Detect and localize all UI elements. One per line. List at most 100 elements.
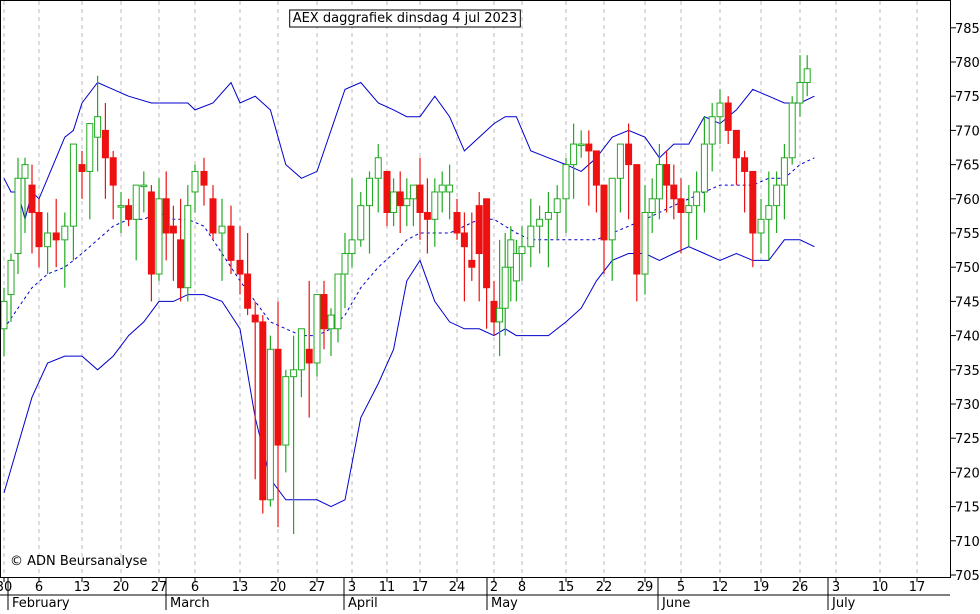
candle-body [496,307,504,323]
x-day-label: 20 [270,580,287,595]
candle-body [78,164,86,172]
x-day-label: 10 [872,580,889,595]
candle-body [716,102,724,118]
candle-body [282,376,290,446]
candle-body [236,259,244,275]
candle-body [475,205,483,255]
candle-body [423,211,431,220]
candle-body [147,191,155,275]
band-middle-band [3,157,815,337]
x-month-label: April [348,596,378,610]
y-tick-label: 705 [955,569,980,584]
x-day-label: 5 [677,580,685,595]
candle-body [685,205,693,213]
candle-body [86,123,94,172]
candle-body [765,205,773,220]
candle-body [290,369,298,378]
candle-body [453,211,461,234]
candle-body [732,129,740,159]
labels: 30 6 13 20 27 6 13 20 27 3 11 17 24 2 8 15 22 29 5 12 19 26 3 1… [0,9,980,611]
x-month-label: February [12,596,70,610]
x-day-label: 29 [637,580,654,595]
candle-body [518,246,526,255]
candle-body [633,164,641,275]
y-tick-label: 755 [955,227,980,242]
candle-body [251,314,259,323]
candles [0,55,811,534]
candle-body [749,170,757,234]
candle-body [507,239,515,268]
candle-body [366,177,373,207]
x-day-label: 17 [909,580,926,595]
candle-body [218,225,226,234]
x-month-label: July [831,596,856,610]
candle-body [616,143,624,179]
x-day-label: 30 [0,580,12,595]
y-tick-label: 735 [955,364,980,379]
bollinger-bands [3,81,815,508]
y-tick-label: 725 [955,432,980,447]
candle-body [608,177,616,241]
candle-body [600,184,608,241]
axes [0,0,956,610]
y-tick-label: 720 [955,466,980,481]
x-day-label: 8 [518,580,526,595]
candle-body [266,348,274,501]
x-day-label: 13 [74,580,91,595]
candle-body [184,205,192,289]
copyright-text: © ADN Beursanalyse [10,554,147,569]
x-day-label: 17 [412,580,429,595]
candle-body [431,191,439,220]
candle-body [438,184,446,193]
candle-body [544,211,552,220]
y-tick-label: 745 [955,295,980,310]
candle-body [191,170,199,193]
candle-body [132,184,140,220]
candle-body [693,191,701,207]
candle-body [527,225,535,248]
candle-body [670,184,678,200]
candle-body [52,232,60,241]
candle-body [468,259,476,268]
x-day-label: 12 [712,580,729,595]
candle-body [259,321,267,501]
candle-body [177,239,185,289]
y-tick-label: 765 [955,159,980,174]
candle-body [200,170,208,186]
candle-body [625,143,633,166]
candle-body [35,211,43,248]
x-day-label: 3 [348,580,356,595]
candle-body [641,211,649,275]
candle-body [460,232,468,248]
candle-body [162,198,170,234]
candle-body [677,198,685,213]
x-day-label: 2 [490,580,498,595]
candle-body [409,184,417,200]
y-tick-label: 775 [955,90,980,105]
candle-body [390,191,398,213]
candle-body [663,164,671,186]
chart-title: AEX daggrafiek dinsdag 4 jul 2023 [293,11,518,26]
candle-body [140,184,148,188]
candle-body [446,184,454,193]
candle-body [44,232,52,248]
candle-body [374,157,382,179]
candle-body [101,129,109,159]
y-tick-label: 715 [955,501,980,516]
x-day-label: 11 [379,580,396,595]
x-day-label: 6 [191,580,199,595]
candle-body [585,143,593,152]
candle-body [655,164,663,200]
candle-body [109,157,117,186]
candle-body [94,116,102,138]
candle-body [562,164,570,200]
candle-body [700,143,708,193]
chart-title-box [289,9,521,28]
candle-body [757,218,765,234]
candle-body [274,348,282,446]
band-lower-band [3,239,815,508]
candle-body [803,68,811,84]
candle-body [708,116,716,145]
